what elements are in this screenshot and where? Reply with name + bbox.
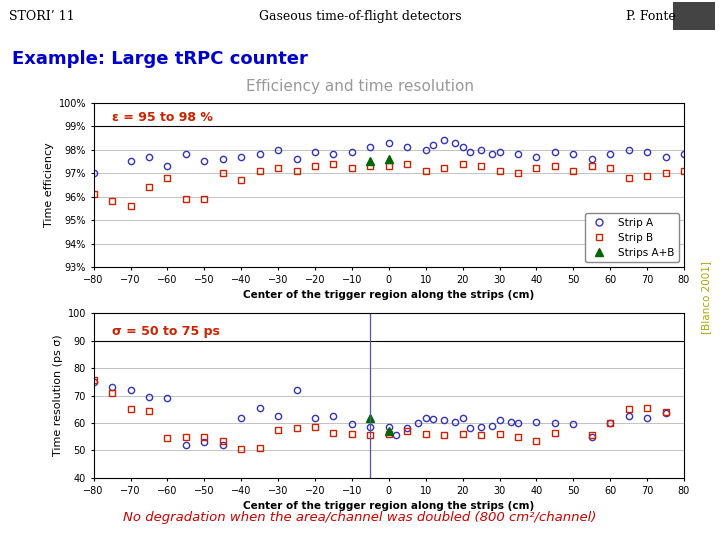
FancyBboxPatch shape bbox=[673, 2, 715, 30]
Text: Gaseous time-of-flight detectors: Gaseous time-of-flight detectors bbox=[258, 10, 462, 23]
X-axis label: Center of the trigger region along the strips (cm): Center of the trigger region along the s… bbox=[243, 291, 534, 300]
Text: STORI’ 11: STORI’ 11 bbox=[9, 10, 74, 23]
Text: σ = 50 to 75 ps: σ = 50 to 75 ps bbox=[112, 326, 220, 339]
Text: ε = 95 to 98 %: ε = 95 to 98 % bbox=[112, 111, 213, 124]
Legend: Strip A, Strip B, Strips A+B: Strip A, Strip B, Strips A+B bbox=[585, 213, 679, 262]
Text: Efficiency and time resolution: Efficiency and time resolution bbox=[246, 79, 474, 94]
Y-axis label: Time efficiency: Time efficiency bbox=[45, 143, 54, 227]
Text: [Blanco 2001]: [Blanco 2001] bbox=[701, 260, 711, 334]
Text: No degradation when the area/channel was doubled (800 cm²/channel): No degradation when the area/channel was… bbox=[123, 511, 597, 524]
X-axis label: Center of the trigger region along the strips (cm): Center of the trigger region along the s… bbox=[243, 501, 534, 511]
Y-axis label: Time resolution (ps σ): Time resolution (ps σ) bbox=[53, 335, 63, 456]
Text: P. Fonte: P. Fonte bbox=[626, 10, 676, 23]
Text: Example: Large tRPC counter: Example: Large tRPC counter bbox=[12, 50, 308, 69]
